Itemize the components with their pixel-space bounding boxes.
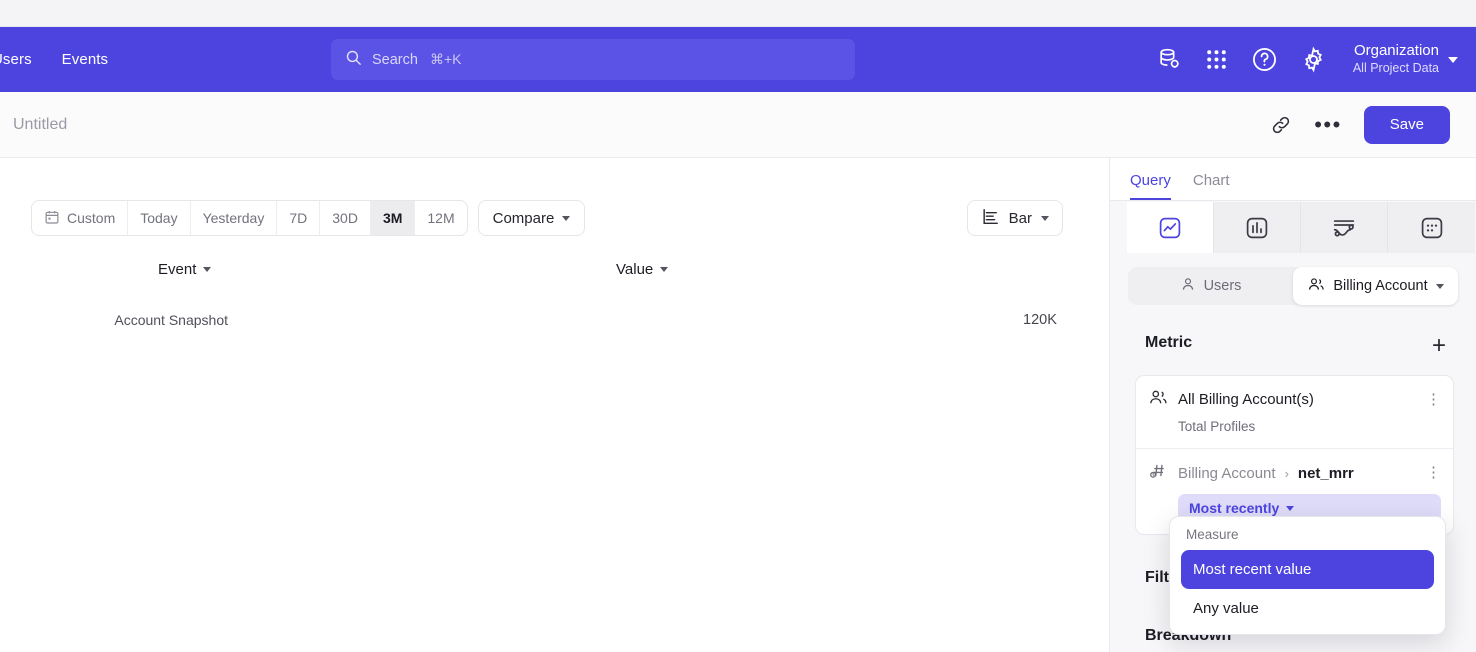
users-group-icon bbox=[1307, 276, 1325, 296]
metric-section-heading: Metric bbox=[1145, 334, 1193, 351]
measure-option-any-value[interactable]: Any value bbox=[1193, 600, 1259, 617]
search-shortcut: ⌘+K bbox=[429, 51, 462, 67]
entity-toggle-billing-label: Billing Account bbox=[1333, 278, 1428, 294]
database-gear-icon[interactable] bbox=[1157, 47, 1182, 72]
navbar: Users Events Search ⌘+K bbox=[0, 27, 1476, 92]
search-input[interactable]: Search ⌘+K bbox=[331, 39, 855, 80]
query-type-row bbox=[1127, 202, 1476, 253]
date-range-30d[interactable]: 30D bbox=[320, 201, 371, 235]
entity-toggle-billing-account[interactable]: Billing Account bbox=[1293, 267, 1458, 305]
entity-toggle-users[interactable]: Users bbox=[1128, 267, 1293, 305]
chart-type-select[interactable]: Bar bbox=[966, 200, 1063, 236]
more-options-button[interactable]: ••• bbox=[1314, 111, 1342, 137]
numeric-property-icon bbox=[1148, 461, 1169, 485]
entity-toggle-users-label: Users bbox=[1203, 278, 1242, 294]
user-icon bbox=[1180, 276, 1196, 296]
metric-card-kebab-menu[interactable]: ⋮ bbox=[1426, 390, 1441, 408]
navbar-links: Users Events bbox=[0, 51, 108, 68]
settings-gear-icon[interactable] bbox=[1300, 46, 1327, 73]
organization-selector[interactable]: Organization All Project Data bbox=[1353, 42, 1458, 76]
top-strip bbox=[0, 0, 1476, 27]
date-range-toolbar: Custom Today Yesterday 7D 30D 3M 12M Com… bbox=[31, 200, 586, 236]
panel-tabs: Query Chart bbox=[1110, 158, 1476, 201]
chart-area: Custom Today Yesterday 7D 30D 3M 12M Com… bbox=[0, 158, 1109, 652]
metric-property-field: net_mrr bbox=[1297, 464, 1354, 482]
metric-property-kebab-menu[interactable]: ⋮ bbox=[1426, 464, 1441, 481]
search-placeholder: Search bbox=[372, 51, 418, 68]
column-header-event[interactable]: Event bbox=[158, 261, 212, 278]
query-type-bar[interactable] bbox=[1214, 202, 1301, 253]
chevron-down-icon bbox=[1041, 215, 1049, 221]
compare-button[interactable]: Compare bbox=[477, 200, 586, 236]
measure-pill-label: Most recently bbox=[1189, 500, 1280, 516]
nav-link-users[interactable]: Users bbox=[0, 51, 32, 68]
chart-bar-value: 120K bbox=[1023, 312, 1057, 328]
save-button[interactable]: Save bbox=[1363, 105, 1450, 144]
date-range-7d[interactable]: 7D bbox=[277, 201, 321, 235]
title-bar-actions: ••• Save bbox=[1270, 105, 1450, 144]
chevron-down-icon bbox=[562, 215, 571, 221]
metric-card-title: All Billing Account(s) bbox=[1178, 391, 1314, 408]
metric-property-parent: Billing Account bbox=[1178, 464, 1276, 482]
apps-grid-icon[interactable] bbox=[1204, 47, 1229, 72]
tab-chart[interactable]: Chart bbox=[1192, 172, 1230, 189]
document-title-input[interactable]: Untitled bbox=[13, 115, 68, 133]
metric-card-divider bbox=[1136, 448, 1453, 449]
chevron-down-icon bbox=[1448, 56, 1458, 63]
measure-dropdown-menu: Measure Most recent value Any value bbox=[1169, 516, 1446, 635]
chevron-down-icon bbox=[1435, 283, 1444, 289]
date-range-custom[interactable]: Custom bbox=[32, 201, 129, 235]
add-metric-button[interactable]: + bbox=[1431, 332, 1446, 359]
query-type-retention[interactable] bbox=[1388, 202, 1475, 253]
calendar-icon bbox=[44, 209, 60, 228]
link-icon[interactable] bbox=[1270, 114, 1292, 136]
chevron-down-icon bbox=[1286, 505, 1295, 511]
column-header-value-label: Value bbox=[616, 261, 654, 278]
help-circle-icon[interactable] bbox=[1251, 46, 1278, 73]
date-range-3m[interactable]: 3M bbox=[370, 201, 416, 235]
metric-card: All Billing Account(s) ⋮ Total Profiles … bbox=[1135, 375, 1454, 535]
search-icon bbox=[345, 49, 362, 71]
date-range-custom-label: Custom bbox=[67, 210, 116, 226]
organization-project: All Project Data bbox=[1352, 61, 1439, 76]
organization-text: Organization All Project Data bbox=[1353, 42, 1439, 76]
query-panel: Query Chart bbox=[1109, 158, 1476, 652]
chart-bar-track bbox=[236, 309, 1011, 331]
chevron-down-icon bbox=[660, 267, 669, 272]
column-header-value[interactable]: Value bbox=[616, 261, 669, 278]
breadcrumb-separator-icon: › bbox=[1284, 465, 1289, 481]
chart-type-label: Bar bbox=[1008, 209, 1032, 227]
nav-link-events[interactable]: Events bbox=[61, 51, 109, 68]
users-group-icon bbox=[1148, 388, 1168, 411]
date-range-12m[interactable]: 12M bbox=[427, 210, 455, 226]
query-type-funnel[interactable] bbox=[1301, 202, 1388, 253]
chart-bar-row: Account Snapshot 120K bbox=[31, 308, 1071, 332]
measure-dropdown-label: Measure bbox=[1186, 527, 1239, 542]
compare-label: Compare bbox=[492, 209, 555, 227]
chevron-down-icon bbox=[203, 267, 212, 272]
chart-bar-label: Account Snapshot bbox=[114, 312, 228, 328]
metric-property-row[interactable]: Billing Account › net_mrr ⋮ bbox=[1136, 449, 1453, 485]
metric-card-subtitle: Total Profiles bbox=[1178, 419, 1256, 434]
navbar-actions: Organization All Project Data bbox=[1157, 27, 1458, 92]
date-range-today[interactable]: Today bbox=[128, 201, 191, 235]
metric-card-header[interactable]: All Billing Account(s) ⋮ bbox=[1136, 376, 1453, 411]
date-range-yesterday[interactable]: Yesterday bbox=[191, 201, 278, 235]
date-range-group: Custom Today Yesterday 7D 30D 3M 12M bbox=[31, 200, 468, 236]
title-bar: Untitled ••• Save bbox=[0, 92, 1476, 158]
entity-toggle: Users Billing Account bbox=[1128, 267, 1458, 305]
measure-option-most-recent-value[interactable]: Most recent value bbox=[1181, 550, 1434, 589]
query-type-trend[interactable] bbox=[1127, 202, 1214, 253]
tab-query[interactable]: Query bbox=[1130, 172, 1171, 200]
organization-name: Organization bbox=[1353, 42, 1439, 60]
bar-chart-icon bbox=[981, 207, 1000, 230]
column-header-event-label: Event bbox=[158, 261, 197, 278]
